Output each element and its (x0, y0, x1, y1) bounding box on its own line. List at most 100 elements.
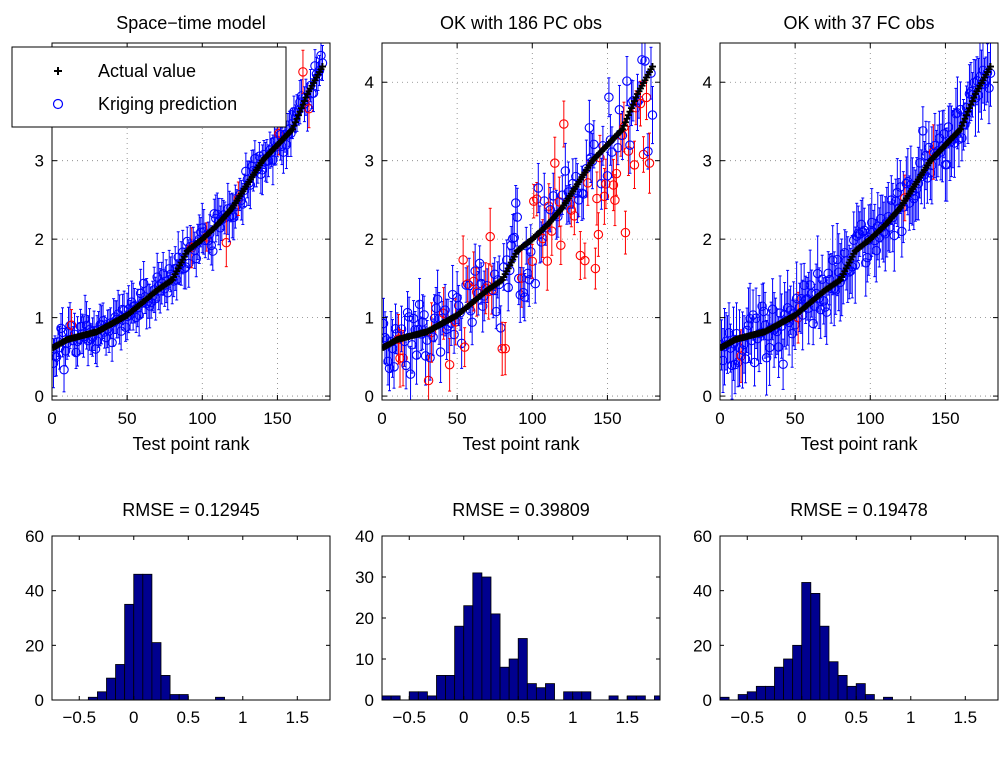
x-tick-label: 100 (518, 409, 546, 428)
prediction-point (897, 226, 907, 237)
histogram-bar (445, 675, 456, 700)
bars-layer (79, 573, 225, 700)
y-tick-label: 3 (703, 152, 712, 171)
prediction-point (643, 146, 653, 157)
prediction-point (440, 305, 450, 315)
x-tick-label: 100 (188, 409, 216, 428)
y-tick-label: 0 (365, 387, 374, 406)
x-tick-label: 0.5 (176, 708, 200, 727)
actual-point (291, 118, 299, 126)
prediction-point (808, 318, 818, 329)
prediction-point (512, 212, 522, 222)
legend-prediction-label: Kriging prediction (98, 94, 237, 114)
histogram-bar (160, 675, 171, 700)
prediction-point (500, 343, 510, 354)
histogram-bar (783, 658, 794, 700)
prediction-point (532, 194, 542, 204)
histogram-bar (774, 666, 784, 700)
histogram-bar (499, 666, 510, 700)
histogram-bar (572, 691, 583, 700)
histogram-bar (801, 582, 812, 700)
prediction-point (509, 232, 519, 243)
histogram-bar (746, 691, 757, 700)
prediction-point (298, 67, 308, 77)
prediction-point (758, 306, 769, 317)
prediction-point (545, 204, 556, 215)
prediction-point (611, 168, 622, 179)
prediction-point (610, 195, 620, 205)
prediction-point (892, 187, 903, 198)
prediction-point (428, 332, 438, 342)
prediction-point (453, 300, 464, 311)
prediction-point (778, 359, 788, 370)
y-tick-label: 60 (25, 527, 44, 546)
prediction-point (740, 354, 751, 364)
actual-point (621, 118, 629, 126)
actual-point (288, 125, 296, 133)
prediction-point (389, 362, 399, 372)
prediction-point (71, 347, 81, 358)
x-tick-label: 0 (715, 409, 724, 428)
prediction-point (449, 329, 459, 340)
histogram-panel-3: −0.5 0 0.5 1 1.5 0 20 40 60 RMSE = 0.19478 (693, 500, 999, 727)
data-layer (52, 43, 328, 393)
histogram-bar (115, 664, 126, 700)
prediction-point (590, 263, 601, 274)
prediction-point (191, 253, 202, 264)
histogram-bar (828, 661, 839, 700)
prediction-point (862, 252, 873, 263)
x-tick-label: 0.5 (506, 708, 530, 727)
y-tick-label: 60 (693, 527, 712, 546)
plot-area (52, 536, 330, 700)
x-tick-label: 0 (459, 708, 468, 727)
y-tick-label: 2 (35, 230, 44, 249)
prediction-point (559, 119, 569, 129)
prediction-point (467, 317, 477, 327)
chart-title: Space−time model (116, 13, 266, 33)
prediction-point (623, 146, 634, 156)
actual-point (964, 108, 972, 116)
histogram-bar (792, 644, 803, 700)
prediction-point (459, 342, 470, 352)
y-tick-label: 30 (355, 568, 374, 587)
x-tick-label: 1.5 (953, 708, 977, 727)
x-tick-label: 0 (47, 409, 56, 428)
legend-actual-label: Actual value (98, 61, 196, 81)
actual-point (624, 111, 632, 119)
prediction-point (52, 358, 59, 368)
bars-layer (720, 582, 893, 700)
prediction-point (431, 303, 441, 314)
x-tick-label: 1.5 (285, 708, 309, 727)
histogram-bar (864, 694, 875, 700)
prediction-point (918, 126, 928, 136)
prediction-point (402, 307, 413, 318)
histogram-bar (133, 573, 144, 700)
prediction-point (856, 219, 867, 230)
actual-point (648, 63, 656, 71)
y-tick-label: 20 (693, 636, 712, 655)
histogram-bar (535, 687, 546, 700)
histogram-bar (837, 675, 848, 700)
histogram-bar (581, 691, 592, 700)
prediction-point (510, 198, 521, 208)
histogram-bar (390, 695, 401, 700)
histogram-panel-1: −0.5 0 0.5 1 1.5 0 20 40 60 RMSE = 0.12945 (25, 500, 331, 727)
histogram-bar (855, 683, 866, 700)
prediction-point (644, 158, 655, 168)
axes-frame (719, 535, 999, 701)
histogram-bar (755, 685, 766, 700)
prediction-point (556, 240, 566, 250)
histogram-bar (765, 685, 775, 700)
scatter-panel-2: 0 50 100 150 0 1 2 3 4 OK with 186 PC obs Test poi… (365, 13, 661, 454)
x-axis-label: Test point rank (800, 434, 918, 454)
x-tick-label: 1 (568, 708, 577, 727)
y-tick-label: 3 (365, 152, 374, 171)
prediction-point (432, 294, 443, 305)
prediction-point (221, 237, 232, 248)
x-tick-label: 150 (931, 409, 959, 428)
axes-frame (381, 42, 661, 401)
actual-point (623, 115, 631, 123)
histogram-bar (124, 603, 135, 700)
actual-point (627, 104, 635, 112)
actual-point (626, 108, 634, 116)
